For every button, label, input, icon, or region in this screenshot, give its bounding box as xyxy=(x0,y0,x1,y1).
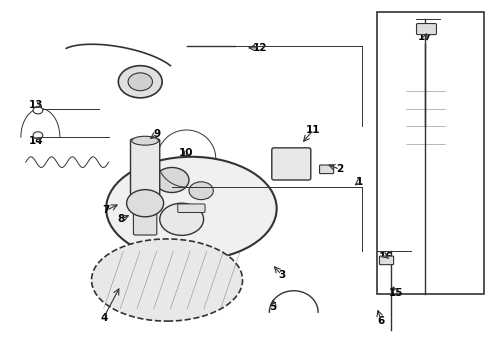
Text: 16: 16 xyxy=(379,252,393,262)
Circle shape xyxy=(160,203,203,235)
FancyBboxPatch shape xyxy=(178,204,205,212)
Circle shape xyxy=(189,182,213,200)
Text: 2: 2 xyxy=(336,164,343,174)
FancyBboxPatch shape xyxy=(133,211,157,235)
Text: 10: 10 xyxy=(179,148,194,158)
FancyBboxPatch shape xyxy=(272,148,311,180)
Text: 4: 4 xyxy=(100,312,107,323)
Text: 6: 6 xyxy=(378,316,385,326)
Ellipse shape xyxy=(92,239,243,321)
Text: 8: 8 xyxy=(117,214,124,224)
Text: 5: 5 xyxy=(270,302,277,312)
Text: 13: 13 xyxy=(29,100,44,110)
Text: 7: 7 xyxy=(102,205,110,215)
Text: 12: 12 xyxy=(252,43,267,53)
Circle shape xyxy=(126,190,164,217)
Circle shape xyxy=(33,132,43,139)
Text: 3: 3 xyxy=(278,270,285,280)
Circle shape xyxy=(33,107,43,114)
FancyBboxPatch shape xyxy=(416,23,437,35)
Text: 17: 17 xyxy=(418,32,433,42)
Circle shape xyxy=(155,167,189,193)
Text: 15: 15 xyxy=(389,288,403,297)
Ellipse shape xyxy=(132,136,159,145)
Text: 14: 14 xyxy=(29,136,44,146)
FancyBboxPatch shape xyxy=(319,165,334,174)
FancyBboxPatch shape xyxy=(379,256,393,265)
Bar xyxy=(376,12,484,294)
Text: 1: 1 xyxy=(356,177,363,187)
Text: 11: 11 xyxy=(306,125,320,135)
FancyBboxPatch shape xyxy=(130,139,160,207)
Text: 9: 9 xyxy=(154,129,161,139)
Ellipse shape xyxy=(106,157,277,260)
Circle shape xyxy=(118,66,162,98)
Circle shape xyxy=(128,73,152,91)
